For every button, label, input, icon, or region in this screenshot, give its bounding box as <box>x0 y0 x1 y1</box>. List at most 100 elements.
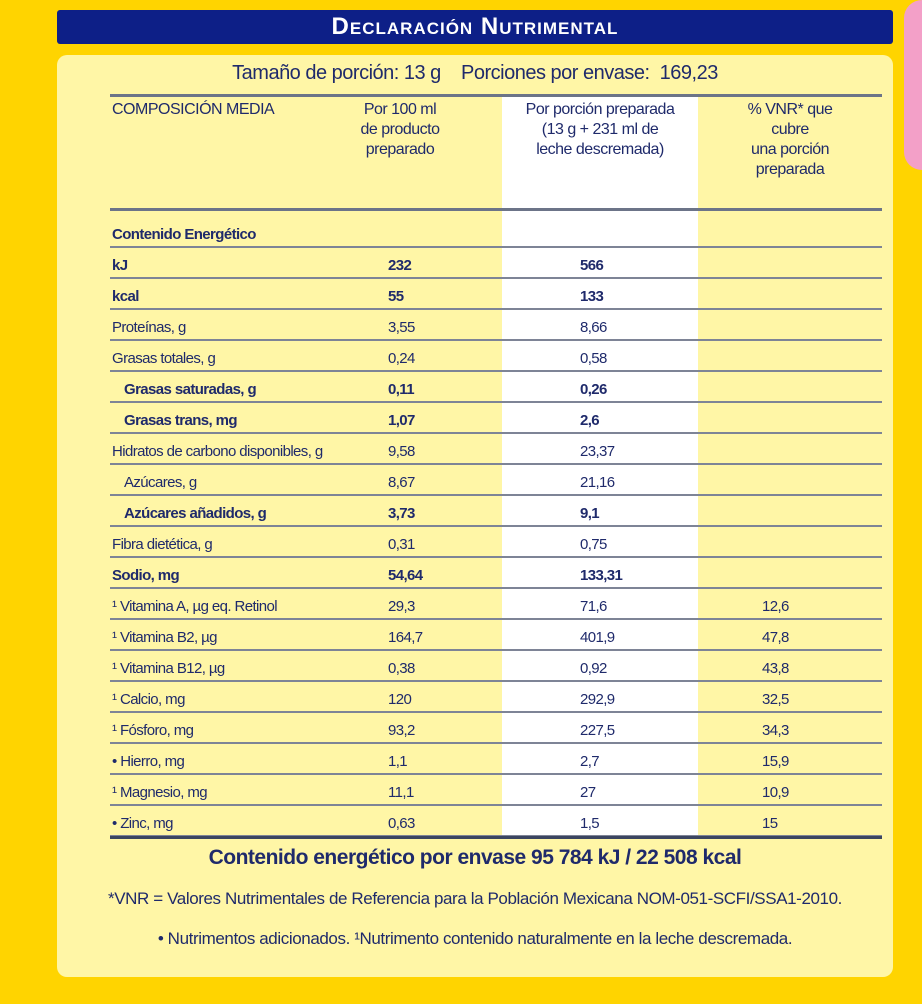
nutrient-label: ¹ Vitamina A, µg eq. Retinol <box>112 598 278 615</box>
divider <box>110 836 882 839</box>
nutrient-label: Grasas trans, mg <box>124 412 238 429</box>
nutrient-label: • Hierro, mg <box>112 753 185 770</box>
nutrient-label: ¹ Magnesio, mg <box>112 784 208 801</box>
nutrient-value: 3,73 <box>388 505 415 522</box>
table-row: Azúcares añadidos, g 3,73 9,1 <box>110 496 882 527</box>
nutrient-label: Grasas totales, g <box>112 350 216 367</box>
nutrient-value: 401,9 <box>580 629 615 646</box>
nutrient-value: 0,31 <box>388 536 415 553</box>
header-line: preparado <box>365 141 435 158</box>
table-row: ¹ Magnesio, mg 11,1 27 10,9 <box>110 775 882 806</box>
table-row: Sodio, mg 54,64 133,31 <box>110 558 882 589</box>
header-per-100ml: Por 100 ml de producto preparado <box>330 100 470 160</box>
nutrient-label: ¹ Fósforo, mg <box>112 722 194 739</box>
energy-per-package: Contenido energético por envase 95 784 k… <box>208 846 742 869</box>
nutrient-value: 164,7 <box>388 629 423 646</box>
nutrient-value: 10,9 <box>762 784 789 801</box>
header-line: cubre <box>771 121 809 138</box>
table-row: kJ 232 566 <box>110 248 882 279</box>
header-vnr: % VNR* que cubre una porción preparada <box>700 100 880 180</box>
nutrient-value: 15 <box>762 815 778 832</box>
nutrient-value: 12,6 <box>762 598 789 615</box>
table-row: Azúcares, g 8,67 21,16 <box>110 465 882 496</box>
nutrient-notes: • Nutrimentos adicionados. ¹Nutrimento c… <box>157 929 793 948</box>
nutrient-label: ¹ Vitamina B2, µg <box>112 629 217 646</box>
nutrient-value: 93,2 <box>388 722 415 739</box>
header-line: Por porción preparada <box>525 101 675 118</box>
nutrient-value: 292,9 <box>580 691 615 708</box>
nutrient-label: kJ <box>112 257 128 274</box>
table-row: ¹ Vitamina A, µg eq. Retinol 29,3 71,6 12,6 <box>110 589 882 620</box>
nutrient-value: 34,3 <box>762 722 789 739</box>
table-row: Contenido Energético <box>110 217 882 248</box>
nutrient-value: 0,75 <box>580 536 607 553</box>
nutrient-label: Contenido Energético <box>112 226 256 243</box>
nutrient-label: kcal <box>112 288 139 305</box>
header-line: Por 100 ml <box>363 101 437 118</box>
nutrient-label: Azúcares añadidos, g <box>124 505 267 522</box>
header-line: leche descremada) <box>536 141 664 158</box>
nutrient-value: 43,8 <box>762 660 789 677</box>
nutrient-value: 133,31 <box>580 567 623 584</box>
divider <box>110 208 882 211</box>
nutrient-label: ¹ Calcio, mg <box>112 691 185 708</box>
nutrient-value: 120 <box>388 691 412 708</box>
nutrient-value: 29,3 <box>388 598 415 615</box>
divider <box>110 94 882 97</box>
table-row: Grasas saturadas, g 0,11 0,26 <box>110 372 882 403</box>
nutrient-value: 133 <box>580 288 604 305</box>
label-title: Declaración Nutrimental <box>57 10 893 44</box>
table-row: kcal 55 133 <box>110 279 882 310</box>
nutrient-value: 1,1 <box>388 753 408 770</box>
table-row: ¹ Vitamina B12, µg 0,38 0,92 43,8 <box>110 651 882 682</box>
per-serving-column-bg <box>502 96 698 838</box>
nutrient-label: Proteínas, g <box>112 319 186 336</box>
table-row: ¹ Fósforo, mg 93,2 227,5 34,3 <box>110 713 882 744</box>
nutrient-value: 54,64 <box>388 567 423 584</box>
nutrient-value: 15,9 <box>762 753 789 770</box>
nutrient-value: 11,1 <box>388 784 414 801</box>
header-line: (13 g + 231 ml de <box>541 121 659 138</box>
nutrient-value: 55 <box>388 288 404 305</box>
table-row: Proteínas, g 3,55 8,66 <box>110 310 882 341</box>
table-row: • Hierro, mg 1,1 2,7 15,9 <box>110 744 882 775</box>
nutrient-value: 32,5 <box>762 691 789 708</box>
nutrient-value: 71,6 <box>580 598 607 615</box>
table-row: ¹ Calcio, mg 120 292,9 32,5 <box>110 682 882 713</box>
nutrient-value: 227,5 <box>580 722 615 739</box>
nutrient-value: 23,37 <box>580 443 615 460</box>
header-per-serving: Por porción preparada (13 g + 231 ml de le… <box>502 100 698 160</box>
nutrient-value: 0,24 <box>388 350 415 367</box>
header-composition-text: COMPOSICIÓN MEDIA <box>112 101 275 118</box>
header-line: de producto <box>360 121 440 138</box>
table-row: Grasas totales, g 0,24 0,58 <box>110 341 882 372</box>
nutrient-value: 2,6 <box>580 412 600 429</box>
vnr-note: *VNR = Valores Nutrimentales de Referenc… <box>108 889 842 908</box>
nutrient-value: 8,67 <box>388 474 415 491</box>
decorative-pink-shape <box>904 0 922 170</box>
table-row: Fibra dietética, g 0,31 0,75 <box>110 527 882 558</box>
nutrient-value: 232 <box>388 257 412 274</box>
nutrient-value: 3,55 <box>388 319 415 336</box>
nutrient-label: Hidratos de carbono disponibles, g <box>112 443 323 460</box>
nutrient-value: 9,1 <box>580 505 600 522</box>
header-line: una porción <box>750 141 830 158</box>
header-line: % VNR* que <box>747 101 833 118</box>
nutrient-label: ¹ Vitamina B12, µg <box>112 660 225 677</box>
nutrient-value: 0,26 <box>580 381 607 398</box>
nutrient-value: 0,63 <box>388 815 415 832</box>
serving-info: Tamaño de porción: 13 g Porciones por en… <box>232 62 718 84</box>
nutrient-value: 47,8 <box>762 629 789 646</box>
table-row: Hidratos de carbono disponibles, g 9,58 23… <box>110 434 882 465</box>
nutrient-value: 0,58 <box>580 350 607 367</box>
header-composition: COMPOSICIÓN MEDIA <box>112 100 275 120</box>
nutrient-label: Sodio, mg <box>112 567 180 584</box>
header-line: preparada <box>755 161 825 178</box>
nutrient-value: 9,58 <box>388 443 415 460</box>
nutrient-value: 21,16 <box>580 474 615 491</box>
nutrient-label: Fibra dietética, g <box>112 536 213 553</box>
nutrient-value: 8,66 <box>580 319 607 336</box>
nutrient-label: Grasas saturadas, g <box>124 381 257 398</box>
nutrient-label: • Zinc, mg <box>112 815 174 832</box>
nutrient-value: 27 <box>580 784 596 801</box>
